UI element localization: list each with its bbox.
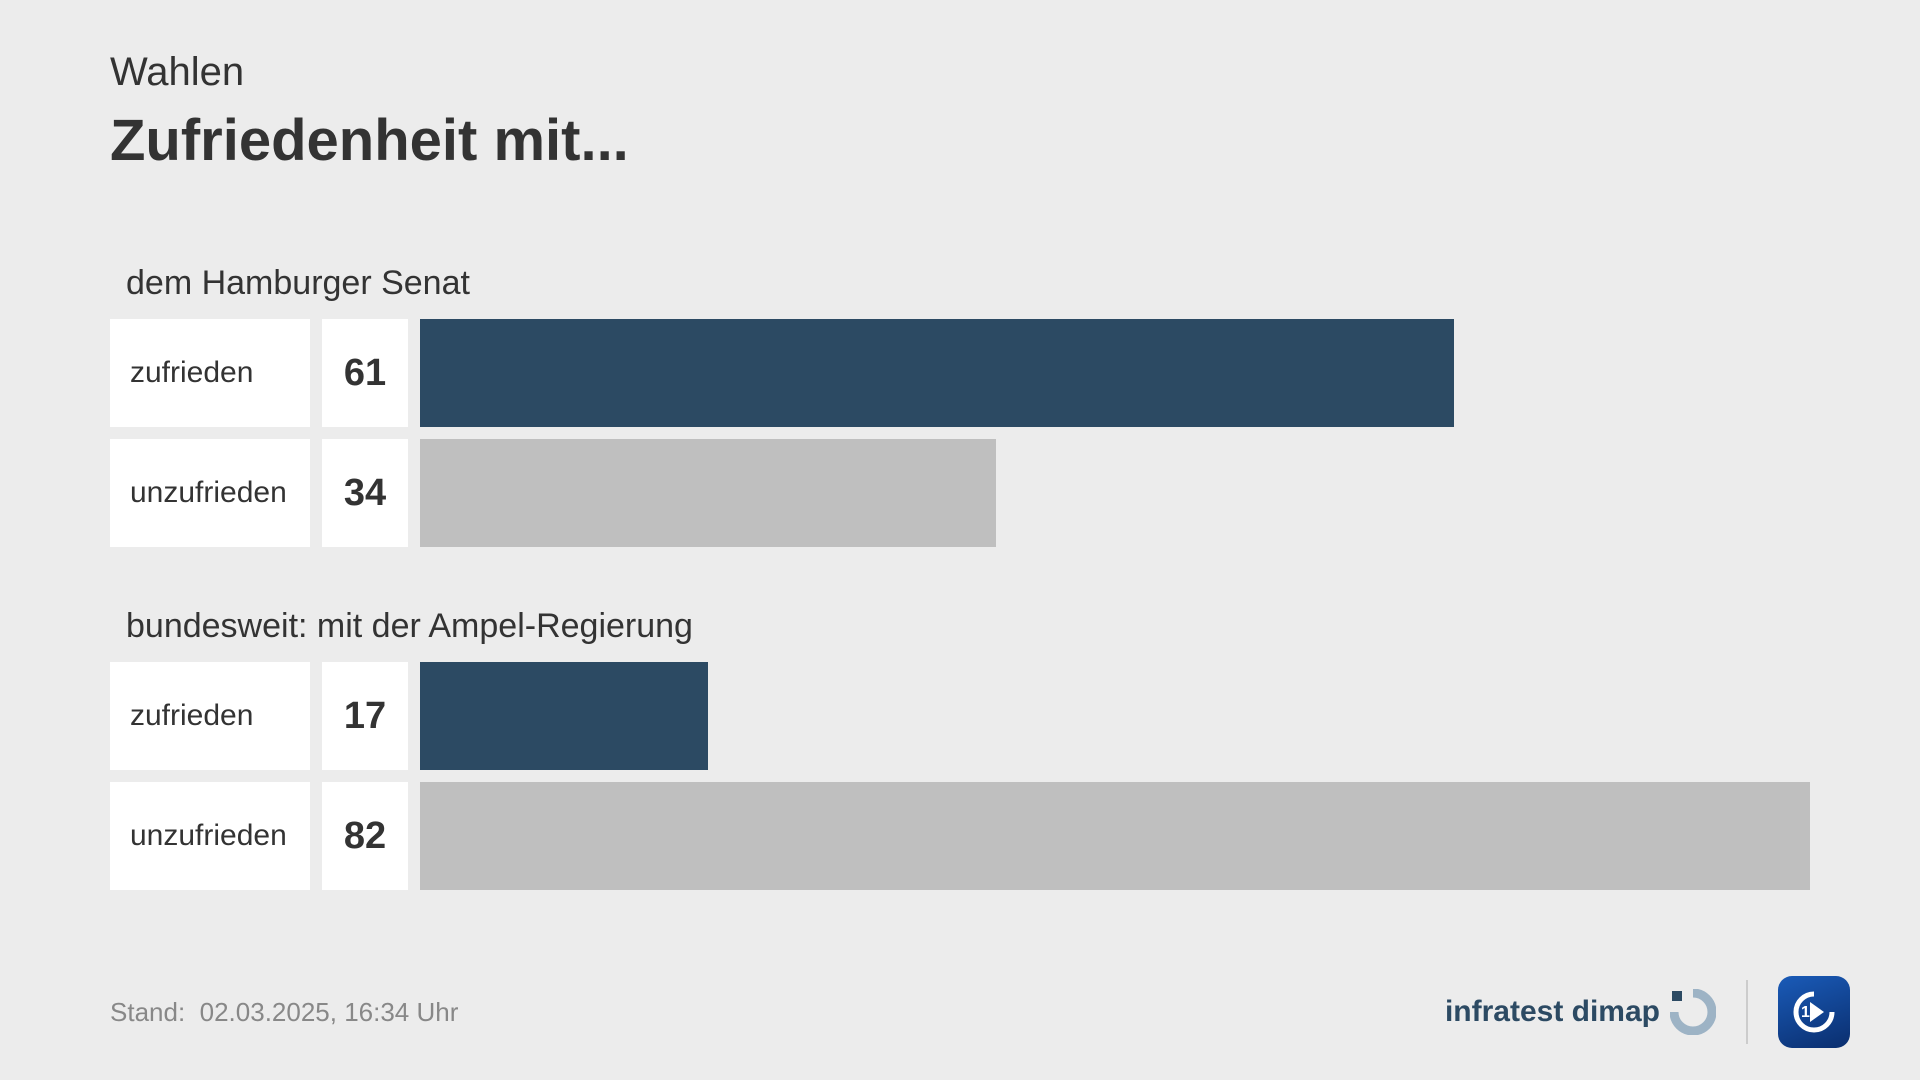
logo-divider — [1746, 980, 1748, 1044]
bar — [420, 319, 1454, 427]
chart-group: bundesweit: mit der Ampel-Regierung zufri… — [110, 607, 1810, 890]
bar-area — [420, 439, 1810, 547]
infratest-dimap-logo: infratest dimap — [1445, 989, 1716, 1035]
ard-logo-icon: 1 — [1788, 986, 1840, 1038]
infratest-dimap-text: infratest dimap — [1445, 995, 1660, 1029]
group-title: bundesweit: mit der Ampel-Regierung — [110, 607, 1810, 646]
infratest-dimap-icon — [1670, 989, 1716, 1035]
bar — [420, 782, 1810, 890]
row-label: unzufrieden — [110, 782, 310, 890]
bar-area — [420, 662, 1810, 770]
bar-area — [420, 319, 1810, 427]
svg-text:1: 1 — [1801, 1004, 1810, 1021]
bar — [420, 439, 996, 547]
stand-value: 02.03.2025, 16:34 Uhr — [200, 997, 459, 1027]
group-title: dem Hamburger Senat — [110, 264, 1810, 303]
chart-group: dem Hamburger Senatzufrieden61unzufriede… — [110, 264, 1810, 547]
ard-logo: 1 — [1778, 976, 1850, 1048]
row-value: 34 — [322, 439, 408, 547]
stand-text: Stand: 02.03.2025, 16:34 Uhr — [110, 997, 458, 1028]
stand-label: Stand: — [110, 997, 185, 1027]
logos: infratest dimap 1 — [1445, 976, 1850, 1048]
chart-title: Zufriedenheit mit... — [110, 107, 1810, 174]
row-label: zufrieden — [110, 319, 310, 427]
row-label: unzufrieden — [110, 439, 310, 547]
chart-groups: dem Hamburger Senatzufrieden61unzufriede… — [110, 264, 1810, 890]
chart-row: zufrieden61 — [110, 319, 1810, 427]
overline: Wahlen — [110, 50, 1810, 95]
chart-row: unzufrieden82 — [110, 782, 1810, 890]
chart-row: zufrieden17 — [110, 662, 1810, 770]
row-value: 82 — [322, 782, 408, 890]
row-value: 61 — [322, 319, 408, 427]
bar-area — [420, 782, 1810, 890]
bar — [420, 662, 708, 770]
row-label: zufrieden — [110, 662, 310, 770]
row-value: 17 — [322, 662, 408, 770]
chart-row: unzufrieden34 — [110, 439, 1810, 547]
footer: Stand: 02.03.2025, 16:34 Uhr infratest d… — [110, 976, 1850, 1048]
